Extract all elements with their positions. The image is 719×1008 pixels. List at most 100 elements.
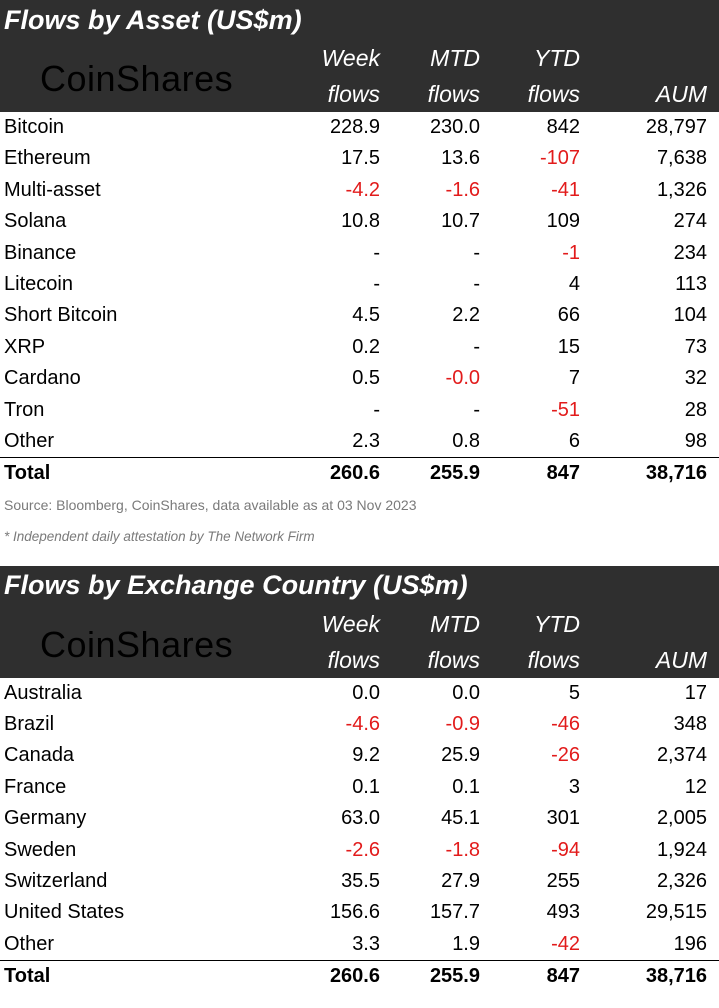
row-value: 4 bbox=[568, 272, 580, 295]
row-value: 45.1 bbox=[441, 807, 480, 830]
row-value: 38,716 bbox=[645, 965, 707, 988]
table-row: Multi-asset -4.2 -1.6 -41 1,326 bbox=[0, 175, 719, 206]
row-value: 35.5 bbox=[341, 870, 380, 893]
row-value: -2.6 bbox=[345, 838, 380, 861]
row-value: - bbox=[373, 272, 380, 295]
row-value: 0.8 bbox=[452, 429, 480, 452]
row-value: 0.2 bbox=[352, 335, 380, 358]
row-label: Canada bbox=[4, 744, 75, 767]
row-label: Switzerland bbox=[4, 870, 108, 893]
country-header: CoinShares Week flows MTD flows YTD flows A… bbox=[0, 605, 719, 678]
table-row: Litecoin - - 4 113 bbox=[0, 269, 719, 300]
col-mtd: MTD flows bbox=[427, 45, 480, 107]
row-value: -51 bbox=[551, 398, 580, 421]
row-label: Multi-asset bbox=[4, 178, 101, 201]
col-aum: AUM bbox=[655, 81, 707, 107]
table-row: Canada 9.2 25.9 -26 2,374 bbox=[0, 740, 719, 771]
table-row: Australia 0.0 0.0 5 17 bbox=[0, 678, 719, 709]
row-value: 13.6 bbox=[441, 147, 480, 170]
row-value: 27.9 bbox=[441, 870, 480, 893]
row-value: 66 bbox=[557, 304, 580, 327]
row-value: 12 bbox=[684, 775, 707, 798]
row-label: Short Bitcoin bbox=[4, 304, 118, 327]
row-value: 348 bbox=[673, 713, 707, 736]
row-label: Cardano bbox=[4, 367, 81, 390]
row-value: 157.7 bbox=[429, 901, 480, 924]
table-row: Germany 63.0 45.1 301 2,005 bbox=[0, 803, 719, 834]
row-label: Bitcoin bbox=[4, 116, 65, 138]
row-value: 109 bbox=[546, 210, 580, 233]
row-value: 847 bbox=[546, 462, 580, 485]
row-value: 9.2 bbox=[352, 744, 380, 767]
row-value: 10.8 bbox=[341, 210, 380, 233]
row-label: XRP bbox=[4, 335, 46, 358]
row-value: 1.9 bbox=[452, 932, 480, 955]
row-value: -41 bbox=[551, 178, 580, 201]
source-note: Source: Bloomberg, CoinShares, data avai… bbox=[4, 496, 417, 513]
row-value: 3.3 bbox=[352, 932, 380, 955]
row-value: 156.6 bbox=[329, 901, 380, 924]
row-value: 255.9 bbox=[429, 462, 480, 485]
row-value: -42 bbox=[551, 932, 580, 955]
col-ytd: YTD flows bbox=[527, 610, 580, 673]
row-value: 6 bbox=[568, 429, 580, 452]
asset-section: Flows by Asset (US$m) CoinShares Week flo… bbox=[0, 0, 719, 544]
row-value: - bbox=[473, 335, 480, 358]
row-label: Other bbox=[4, 429, 55, 452]
col-week: Week flows bbox=[321, 610, 380, 673]
row-value: 0.0 bbox=[352, 681, 380, 704]
col-aum: AUM bbox=[655, 646, 707, 673]
footnote: * Independent daily attestation by The N… bbox=[4, 528, 315, 544]
row-value: 2.3 bbox=[352, 429, 380, 452]
row-value: 7,638 bbox=[656, 147, 707, 170]
table-row: Bitcoin 228.9 230.0 842 28,797 bbox=[0, 112, 719, 143]
row-label: Ethereum bbox=[4, 147, 91, 170]
row-label: Brazil bbox=[4, 713, 55, 736]
row-value: 228.9 bbox=[329, 116, 380, 138]
row-label: France bbox=[4, 775, 67, 798]
row-value: 28,797 bbox=[645, 116, 707, 138]
row-label: Total bbox=[4, 965, 51, 988]
row-value: 4.5 bbox=[352, 304, 380, 327]
asset-table-body: Bitcoin 228.9 230.0 842 28,797 Ethereum 17.5 13… bbox=[0, 112, 719, 490]
col-week: Week flows bbox=[321, 45, 380, 107]
row-value: 98 bbox=[684, 429, 707, 452]
row-value: 260.6 bbox=[329, 965, 380, 988]
row-label: Sweden bbox=[4, 838, 77, 861]
row-label: Binance bbox=[4, 241, 77, 264]
table-row: Solana 10.8 10.7 109 274 bbox=[0, 206, 719, 237]
row-value: 196 bbox=[673, 932, 707, 955]
row-value: -4.2 bbox=[345, 178, 380, 201]
row-value: 5 bbox=[568, 681, 580, 704]
row-value: -0.0 bbox=[445, 367, 480, 390]
table-row: Short Bitcoin 4.5 2.2 66 104 bbox=[0, 300, 719, 331]
row-label: Solana bbox=[4, 210, 67, 233]
row-value: 274 bbox=[673, 210, 707, 233]
row-value: 0.1 bbox=[352, 775, 380, 798]
row-value: 3 bbox=[568, 775, 580, 798]
row-value: 255.9 bbox=[429, 965, 480, 988]
row-value: -1.6 bbox=[445, 178, 480, 201]
row-value: 17 bbox=[684, 681, 707, 704]
row-value: 2,374 bbox=[656, 744, 707, 767]
table-row: United States 156.6 157.7 493 29,515 bbox=[0, 897, 719, 928]
row-value: 842 bbox=[546, 116, 580, 138]
row-value: 28 bbox=[684, 398, 707, 421]
row-value: - bbox=[473, 241, 480, 264]
row-value: 17.5 bbox=[341, 147, 380, 170]
row-value: 234 bbox=[673, 241, 707, 264]
asset-header: CoinShares Week flows MTD flows YTD flows A… bbox=[0, 40, 719, 112]
table-row: Ethereum 17.5 13.6 -107 7,638 bbox=[0, 143, 719, 174]
row-value: -4.6 bbox=[345, 713, 380, 736]
row-label: Total bbox=[4, 462, 51, 485]
row-value: 63.0 bbox=[341, 807, 380, 830]
row-value: -46 bbox=[551, 713, 580, 736]
row-value: - bbox=[373, 241, 380, 264]
row-value: 847 bbox=[546, 965, 580, 988]
country-section: Flows by Exchange Country (US$m) CoinSha… bbox=[0, 565, 719, 993]
row-value: 1,924 bbox=[656, 838, 707, 861]
row-value: 73 bbox=[684, 335, 707, 358]
row-value: -94 bbox=[551, 838, 580, 861]
coinshares-logo: CoinShares bbox=[40, 58, 234, 99]
row-value: 493 bbox=[546, 901, 580, 924]
